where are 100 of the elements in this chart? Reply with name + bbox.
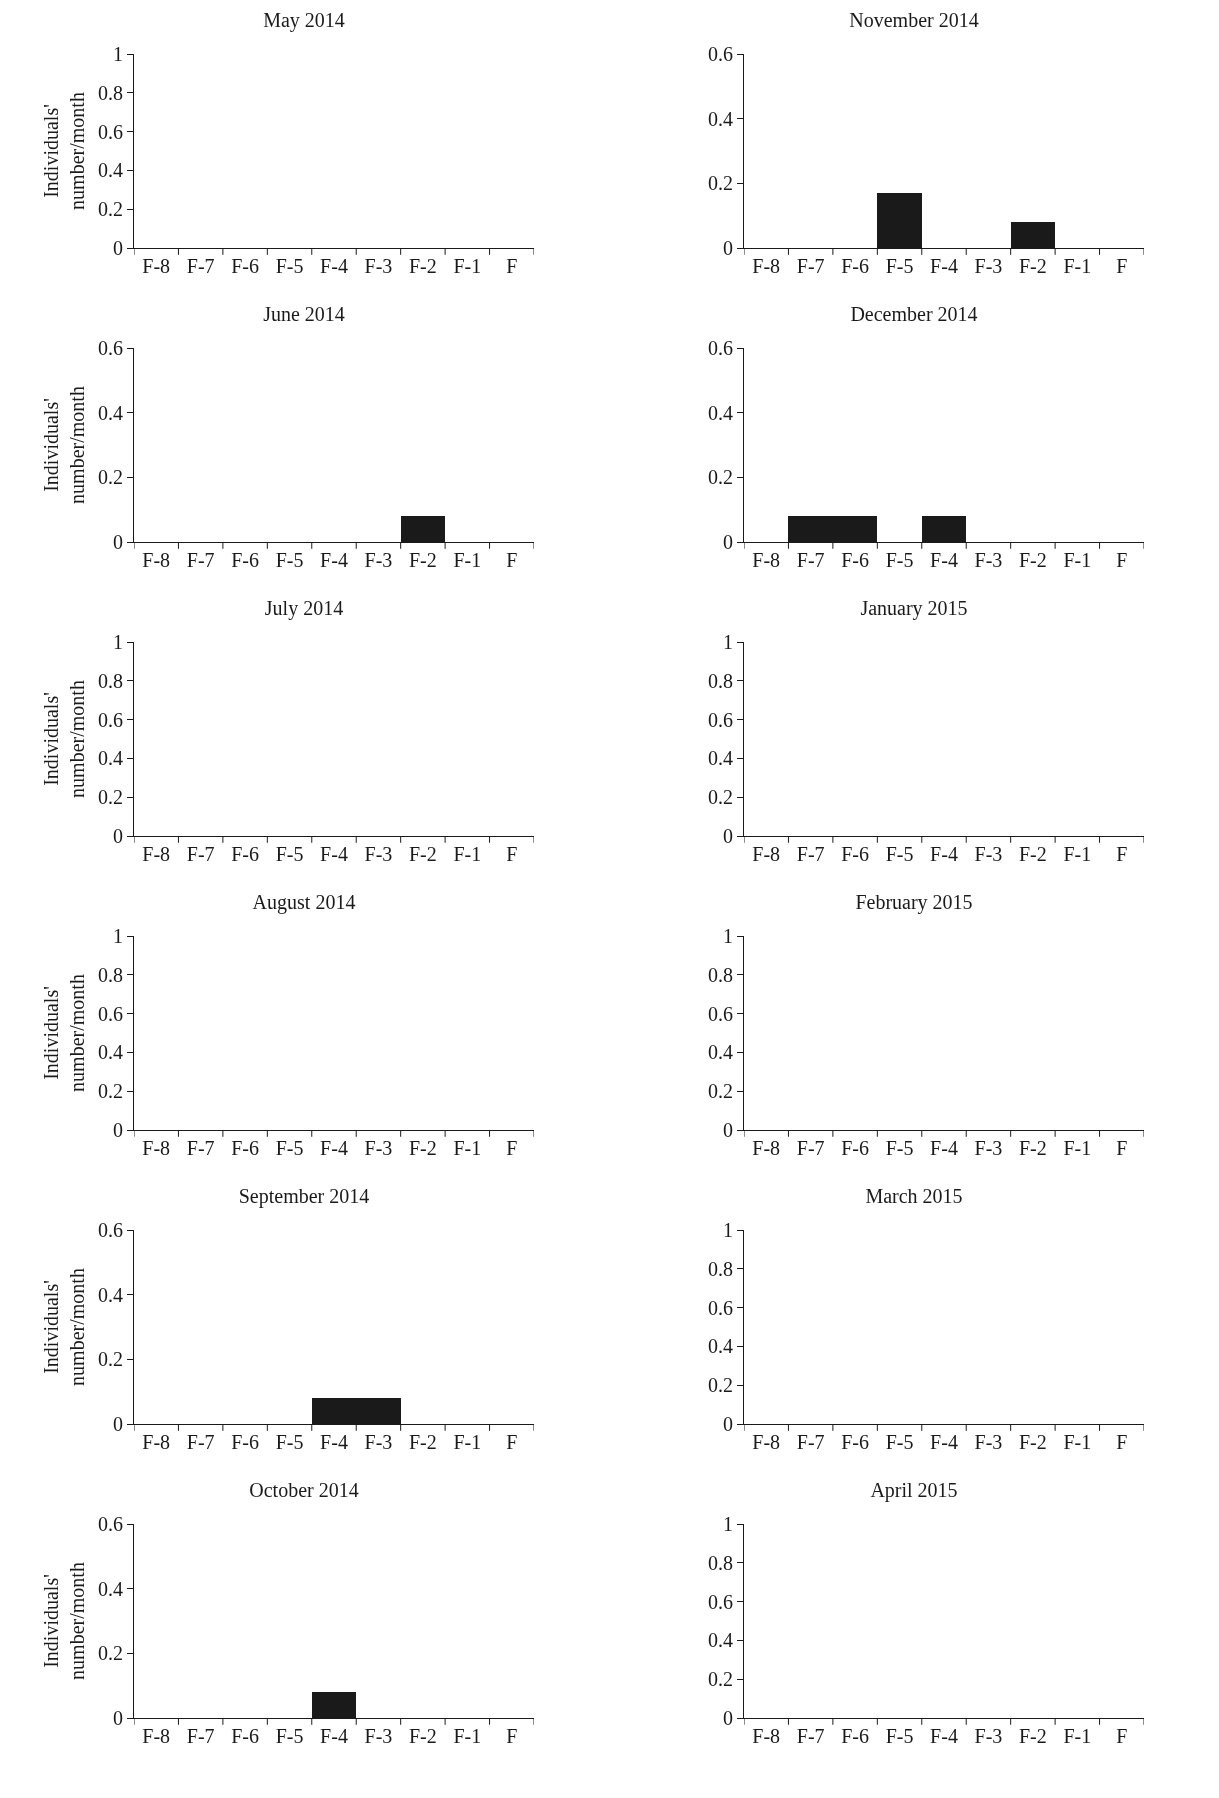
x-tick-label: F — [506, 843, 518, 865]
y-tick-label: 0 — [723, 1707, 733, 1729]
x-tick-label: F-1 — [1063, 255, 1092, 277]
x-tick-label: F-5 — [885, 1725, 914, 1747]
y-tick-label: 0.2 — [98, 1642, 123, 1665]
y-tick-label: 0.4 — [98, 747, 123, 770]
x-tick-label: F-3 — [974, 255, 1003, 277]
y-tick-label: 0.4 — [98, 401, 123, 424]
x-tick-label: F-6 — [841, 843, 870, 865]
y-tick-label: 0.8 — [708, 1257, 733, 1280]
x-tick-label: F-6 — [231, 843, 260, 865]
y-tick-label: 0.4 — [708, 401, 733, 424]
y-axis-title: Individuals' number/month — [39, 386, 88, 504]
x-tick-label: F — [1116, 1431, 1128, 1453]
y-tick-label: 0.6 — [708, 43, 733, 65]
y-tick-label: 0 — [113, 825, 123, 847]
y-tick-label: 0.4 — [708, 1335, 733, 1358]
x-tick-label: F-4 — [930, 255, 958, 277]
y-tick-label: 1 — [723, 1513, 733, 1535]
x-tick-label: F-6 — [841, 1725, 870, 1747]
y-tick-label: 0.2 — [708, 786, 733, 809]
x-tick-label: F-6 — [231, 1725, 260, 1747]
chart-title: May 2014 — [263, 8, 345, 32]
x-tick-label: F — [506, 1431, 518, 1453]
y-tick-label: 1 — [723, 925, 733, 947]
x-tick-label: F-8 — [752, 1431, 781, 1453]
x-tick-label: F-3 — [364, 1725, 393, 1747]
x-tick-label: F-2 — [408, 1431, 437, 1453]
x-tick-label: F-3 — [974, 549, 1003, 571]
x-tick-label: F-2 — [408, 549, 437, 571]
x-tick-label: F-5 — [275, 255, 304, 277]
y-tick-label: 0.6 — [98, 337, 123, 359]
y-tick-label: 0.4 — [708, 107, 733, 130]
x-tick-label: F-7 — [796, 843, 825, 865]
x-tick-label: F-1 — [1063, 1431, 1092, 1453]
x-tick-label: F-2 — [1018, 1137, 1047, 1159]
y-tick-label: 1 — [723, 1219, 733, 1241]
y-tick-label: 0 — [723, 237, 733, 259]
y-tick-label: 0.2 — [708, 172, 733, 195]
y-tick-label: 0.2 — [98, 466, 123, 489]
x-tick-label: F — [1116, 255, 1128, 277]
y-tick-label: 0 — [723, 1119, 733, 1141]
chart-title: June 2014 — [263, 302, 345, 325]
x-tick-label: F-8 — [142, 843, 171, 865]
x-tick-label: F-1 — [453, 1137, 482, 1159]
x-tick-label: F-6 — [841, 1137, 870, 1159]
y-tick-label: 0.8 — [98, 669, 123, 692]
y-tick-label: 0.4 — [708, 1629, 733, 1652]
y-tick-label: 0.4 — [98, 159, 123, 182]
y-tick-label: 0.8 — [708, 669, 733, 692]
y-axis-title: Individuals' number/month — [39, 680, 88, 798]
y-tick-label: 0 — [113, 1707, 123, 1729]
x-tick-label: F-8 — [752, 1725, 781, 1747]
y-tick-label: 0.8 — [708, 1551, 733, 1574]
x-tick-label: F-5 — [275, 1431, 304, 1453]
x-tick-label: F — [506, 1725, 518, 1747]
x-tick-label: F-2 — [408, 843, 437, 865]
y-tick-label: 0 — [113, 1413, 123, 1435]
y-tick-label: 0 — [723, 1413, 733, 1435]
x-tick-label: F — [1116, 549, 1128, 571]
x-tick-label: F-1 — [1063, 1725, 1092, 1747]
x-tick-label: F-5 — [885, 1137, 914, 1159]
y-tick-label: 0.2 — [98, 1080, 123, 1103]
x-tick-label: F-7 — [186, 843, 215, 865]
chart-title: April 2015 — [870, 1478, 958, 1502]
x-tick-label: F-5 — [275, 1137, 304, 1159]
x-tick-label: F-8 — [142, 1725, 171, 1747]
x-tick-label: F-2 — [1018, 843, 1047, 865]
x-tick-label: F-1 — [453, 255, 482, 277]
x-tick-label: F-7 — [796, 1137, 825, 1159]
x-tick-label: F-7 — [796, 1431, 825, 1453]
chart-title: July 2014 — [264, 596, 344, 620]
y-tick-label: 0.2 — [708, 1080, 733, 1103]
x-tick-label: F-5 — [275, 843, 304, 865]
y-tick-label: 0 — [723, 531, 733, 553]
x-tick-label: F-5 — [275, 549, 304, 571]
x-tick-label: F — [1116, 1137, 1128, 1159]
x-tick-label: F-4 — [320, 1137, 348, 1159]
x-tick-label: F-1 — [453, 1725, 482, 1747]
x-tick-label: F-1 — [1063, 843, 1092, 865]
x-tick-label: F-6 — [841, 255, 870, 277]
x-tick-label: F-8 — [142, 1431, 171, 1453]
y-tick-label: 0.2 — [98, 786, 123, 809]
y-axis-title: Individuals' number/month — [39, 974, 88, 1092]
y-tick-label: 0 — [723, 825, 733, 847]
y-tick-label: 0 — [113, 531, 123, 553]
x-tick-label: F — [506, 255, 518, 277]
x-tick-label: F-2 — [1018, 549, 1047, 571]
y-tick-label: 0.2 — [98, 198, 123, 221]
x-tick-label: F-6 — [231, 255, 260, 277]
y-tick-label: 0.6 — [98, 120, 123, 143]
y-tick-label: 0.6 — [708, 708, 733, 731]
y-tick-label: 0.2 — [708, 1374, 733, 1397]
chart-title: August 2014 — [252, 890, 356, 914]
x-tick-label: F-1 — [453, 1431, 482, 1453]
y-tick-label: 0.6 — [98, 1002, 123, 1025]
y-axis-title: Individuals' number/month — [39, 1562, 88, 1680]
x-tick-label: F-3 — [364, 843, 393, 865]
x-tick-label: F-3 — [974, 843, 1003, 865]
chart-title: February 2015 — [855, 890, 973, 914]
